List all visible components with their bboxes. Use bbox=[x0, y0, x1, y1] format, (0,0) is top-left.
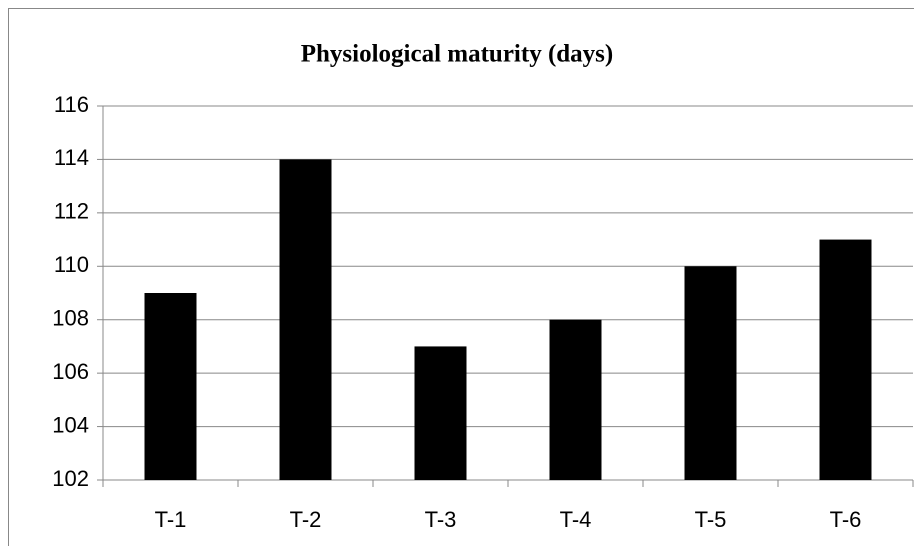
bar bbox=[144, 293, 197, 480]
y-tick-label: 104 bbox=[52, 412, 89, 437]
x-tick-label: T-4 bbox=[560, 507, 592, 532]
bar bbox=[819, 239, 872, 480]
y-tick-label: 114 bbox=[54, 145, 89, 170]
chart-title: Physiological maturity (days) bbox=[301, 41, 614, 68]
y-tick-label: 112 bbox=[54, 199, 89, 224]
bar bbox=[279, 159, 332, 480]
y-tick-label: 110 bbox=[54, 252, 89, 277]
y-tick-label: 116 bbox=[54, 92, 89, 117]
bar bbox=[549, 319, 602, 480]
x-tick-label: T-2 bbox=[290, 507, 322, 532]
y-tick-label: 108 bbox=[52, 306, 89, 331]
y-tick-label: 106 bbox=[52, 359, 89, 384]
x-tick-label: T-1 bbox=[155, 507, 187, 532]
bar bbox=[684, 266, 737, 480]
x-tick-label: T-3 bbox=[425, 507, 457, 532]
bar bbox=[414, 346, 467, 480]
y-tick-label: 102 bbox=[52, 466, 89, 491]
x-tick-label: T-5 bbox=[695, 507, 727, 532]
x-tick-label: T-6 bbox=[830, 507, 862, 532]
